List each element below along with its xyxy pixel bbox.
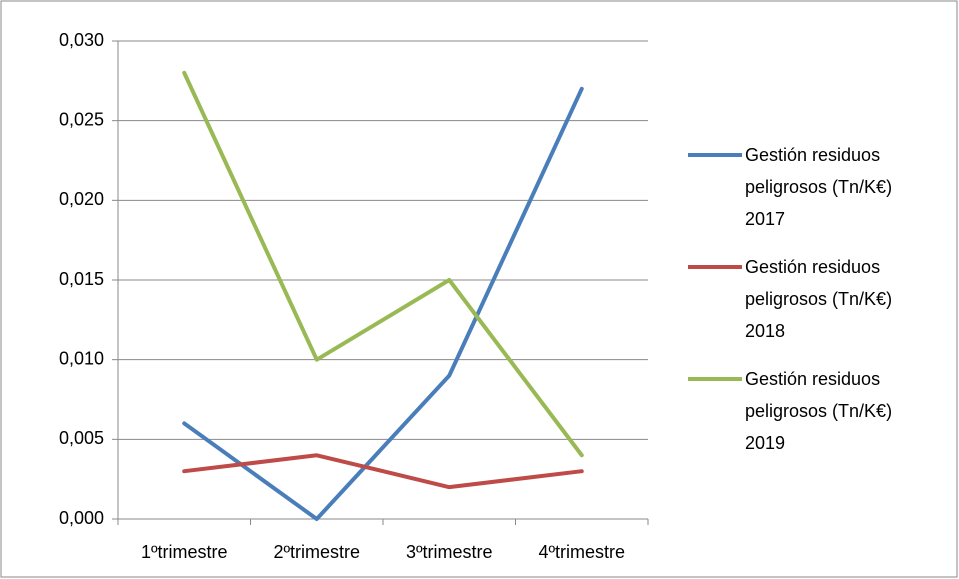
x-tick-label: 4ºtrimestre: [538, 542, 625, 562]
y-tick-label: 0,000: [59, 508, 104, 528]
x-tick-label: 2ºtrimestre: [273, 542, 360, 562]
series-line: [182, 86, 584, 521]
x-tick-label: 1ºtrimestre: [141, 542, 228, 562]
y-tick-label: 0,005: [59, 428, 104, 448]
series-line: [182, 70, 584, 458]
y-tick-label: 0,025: [59, 109, 104, 129]
y-tick-label: 0,015: [59, 269, 104, 289]
series-line: [182, 453, 584, 490]
y-tick-label: 0,020: [59, 189, 104, 209]
legend-label: Gestión residuos peligrosos (Tn/K€) 2017: [745, 145, 893, 229]
y-tick-label: 0,010: [59, 348, 104, 368]
x-tick-label: 3ºtrimestre: [406, 542, 493, 562]
legend-label: Gestión residuos peligrosos (Tn/K€) 2019: [745, 369, 893, 453]
legend-label: Gestión residuos peligrosos (Tn/K€) 2018: [745, 257, 893, 341]
y-tick-label: 0,030: [59, 30, 104, 50]
